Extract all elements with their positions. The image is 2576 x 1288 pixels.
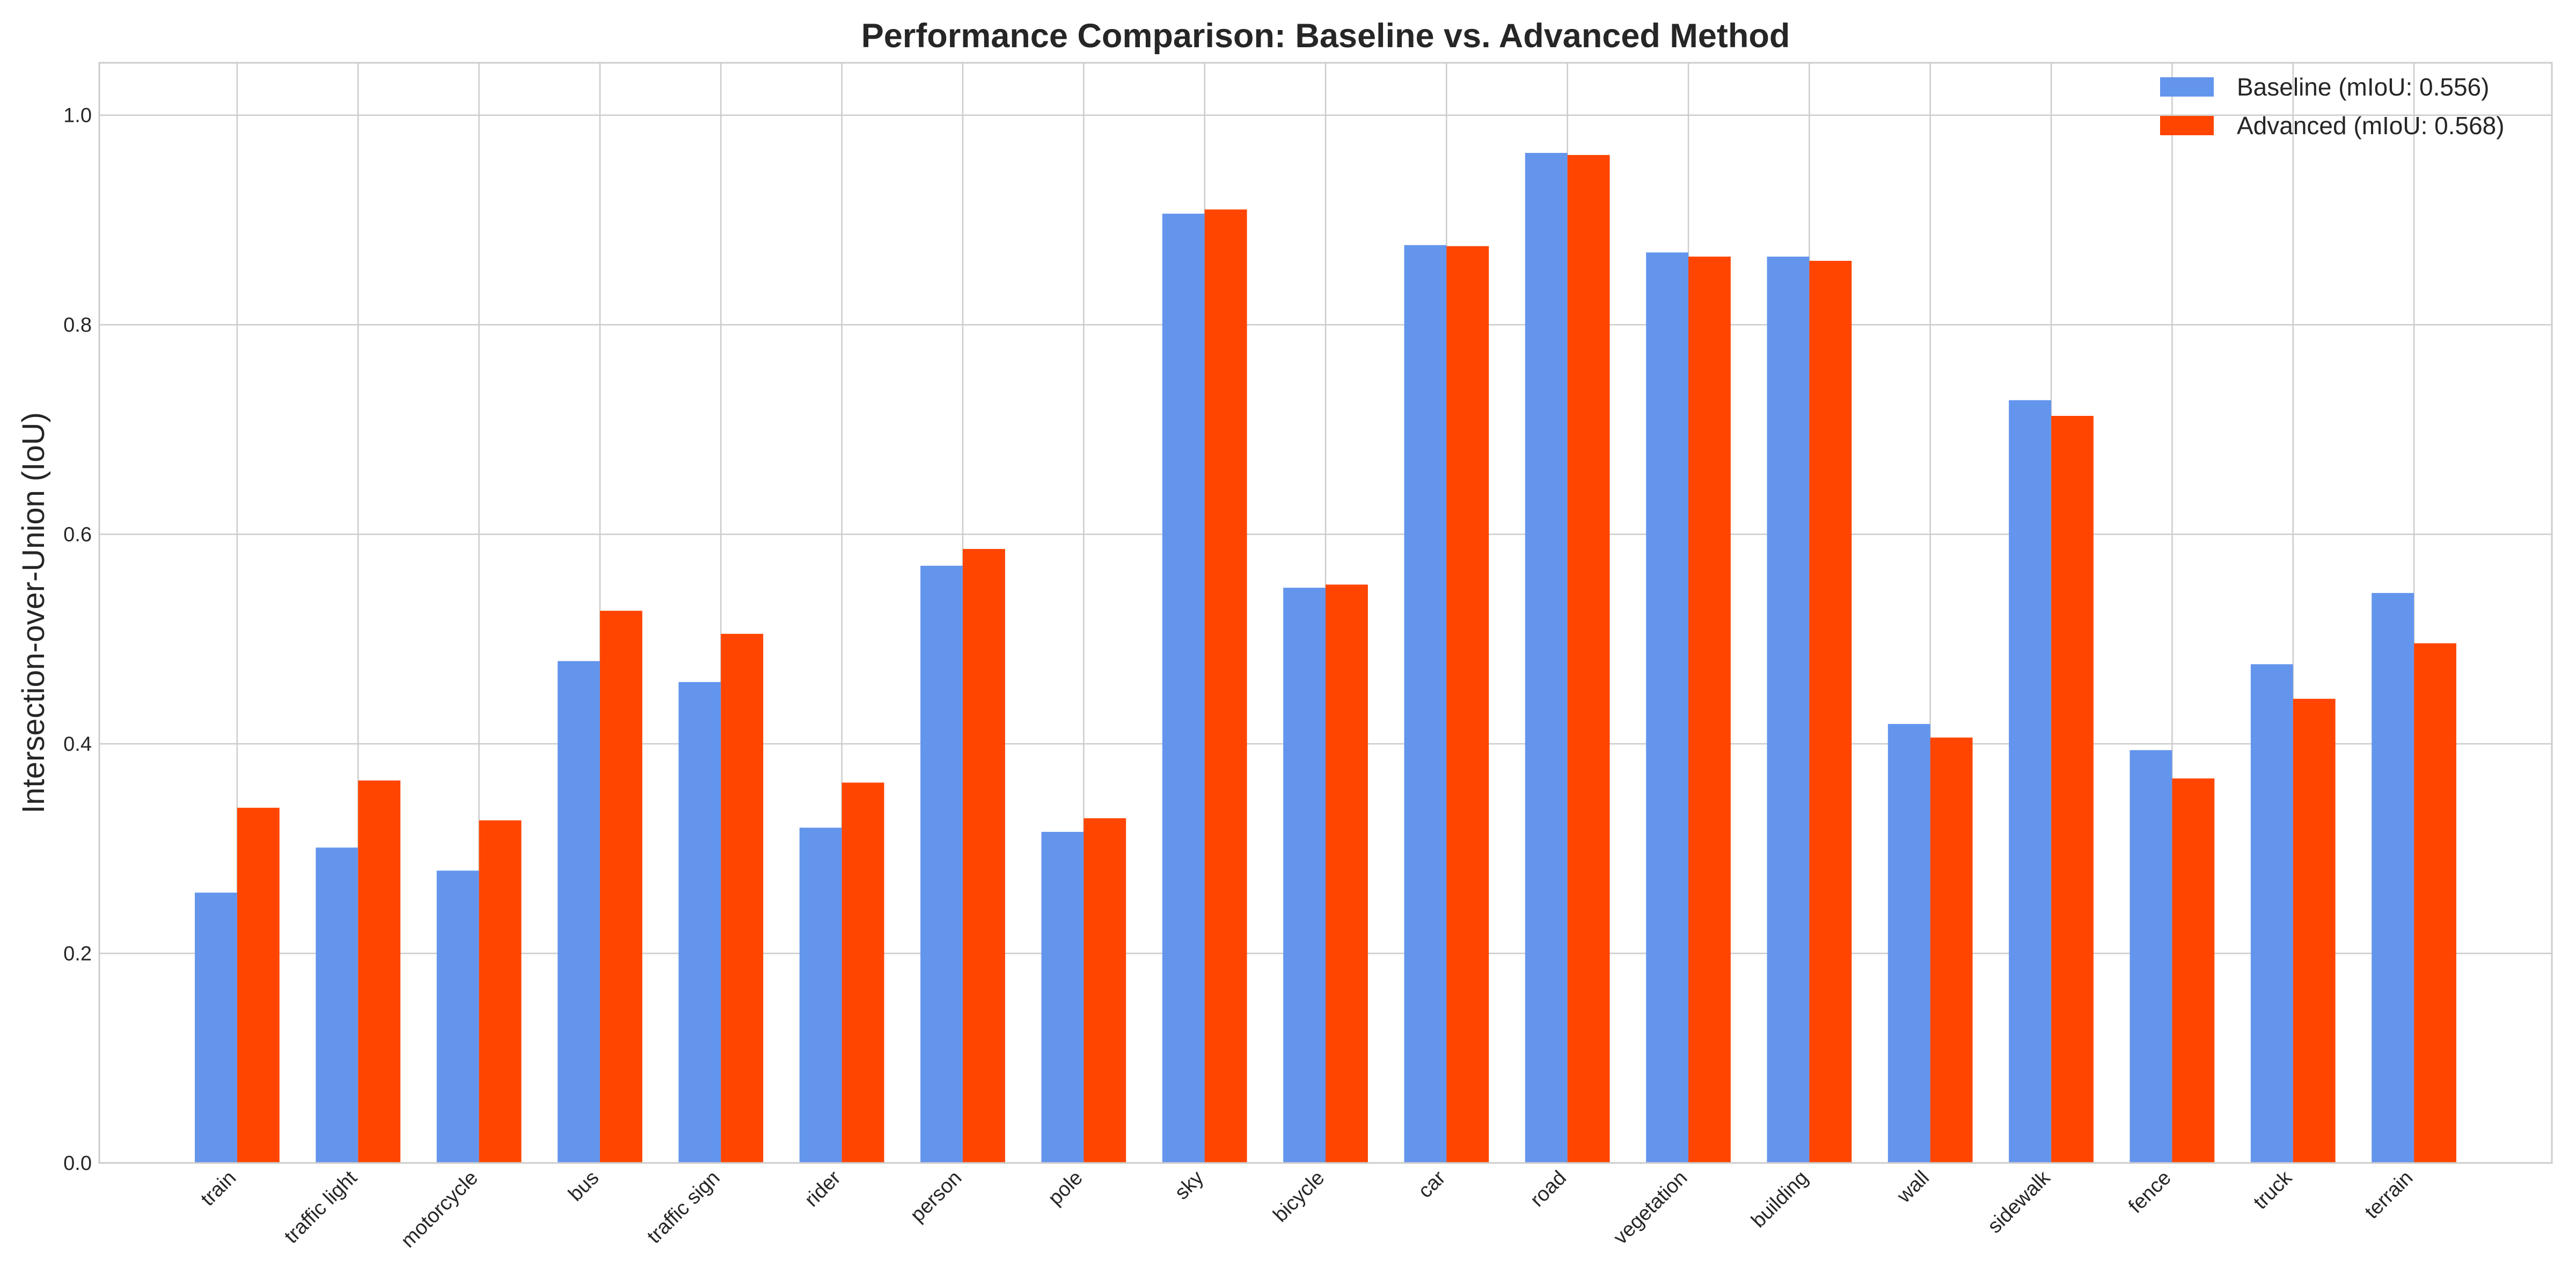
bar-advanced-car bbox=[1446, 246, 1489, 1163]
bar-baseline-pole bbox=[1041, 832, 1084, 1163]
legend-swatch bbox=[2160, 116, 2214, 135]
bar-advanced-road bbox=[1567, 155, 1610, 1163]
y-tick-label: 0.4 bbox=[63, 733, 92, 756]
bar-advanced-vegetation bbox=[1688, 257, 1731, 1163]
bar-advanced-train bbox=[237, 808, 280, 1163]
bar-baseline-sidewalk bbox=[2009, 400, 2052, 1163]
bar-advanced-bus bbox=[599, 611, 642, 1163]
bar-advanced-rider bbox=[841, 782, 884, 1163]
y-tick-label: 1.0 bbox=[63, 105, 92, 127]
bar-baseline-vegetation bbox=[1646, 252, 1689, 1163]
bar-baseline-terrain bbox=[2372, 592, 2414, 1163]
bar-baseline-train bbox=[195, 892, 237, 1163]
bar-baseline-rider bbox=[799, 828, 842, 1163]
bar-baseline-motorcycle bbox=[436, 870, 479, 1163]
bar-advanced-traffic-light bbox=[358, 780, 401, 1163]
bar-advanced-motorcycle bbox=[479, 820, 522, 1163]
bar-advanced-building bbox=[1809, 261, 1852, 1163]
bar-baseline-sky bbox=[1162, 214, 1205, 1163]
legend-label: Baseline (mIoU: 0.556) bbox=[2237, 73, 2489, 101]
bar-baseline-road bbox=[1525, 152, 1568, 1163]
bar-advanced-fence bbox=[2172, 778, 2215, 1163]
bar-baseline-wall bbox=[1887, 723, 1930, 1163]
bar-baseline-car bbox=[1404, 245, 1447, 1163]
bar-baseline-person bbox=[920, 566, 963, 1163]
bar-advanced-terrain bbox=[2414, 643, 2456, 1163]
bar-baseline-building bbox=[1767, 257, 1810, 1163]
y-tick-label: 0.2 bbox=[63, 943, 92, 965]
legend-label: Advanced (mIoU: 0.568) bbox=[2237, 112, 2505, 140]
y-tick-label: 0.0 bbox=[63, 1152, 92, 1175]
bar-baseline-truck bbox=[2250, 664, 2293, 1163]
bar-advanced-person bbox=[962, 548, 1005, 1163]
legend: Baseline (mIoU: 0.556) Advanced (mIoU: 0.… bbox=[2160, 73, 2505, 140]
bar-baseline-bicycle bbox=[1283, 588, 1326, 1163]
y-tick-labels: 0.0 0.2 0.4 0.6 0.8 1.0 bbox=[63, 105, 92, 1175]
bar-advanced-bicycle bbox=[1326, 584, 1368, 1163]
bar-advanced-wall bbox=[1930, 737, 1973, 1163]
bar-baseline-fence bbox=[2129, 750, 2172, 1163]
bar-advanced-pole bbox=[1084, 818, 1126, 1163]
bar-advanced-traffic-sign bbox=[721, 634, 764, 1163]
plot-frame bbox=[98, 62, 2553, 1164]
bar-baseline-traffic-sign bbox=[678, 682, 721, 1163]
y-tick-label: 0.8 bbox=[63, 314, 92, 336]
bar-baseline-bus bbox=[558, 661, 600, 1163]
legend-swatch bbox=[2160, 77, 2214, 97]
bar-advanced-truck bbox=[2293, 699, 2336, 1163]
bar-advanced-sidewalk bbox=[2051, 415, 2094, 1163]
bar-advanced-sky bbox=[1204, 209, 1247, 1163]
bar-baseline-traffic-light bbox=[316, 847, 358, 1163]
bars bbox=[195, 152, 2456, 1163]
y-axis-label: Intersection-over-Union (IoU) bbox=[16, 412, 51, 814]
chart-title: Performance Comparison: Baseline vs. Adv… bbox=[861, 17, 1790, 55]
y-tick-label: 0.6 bbox=[63, 524, 92, 546]
